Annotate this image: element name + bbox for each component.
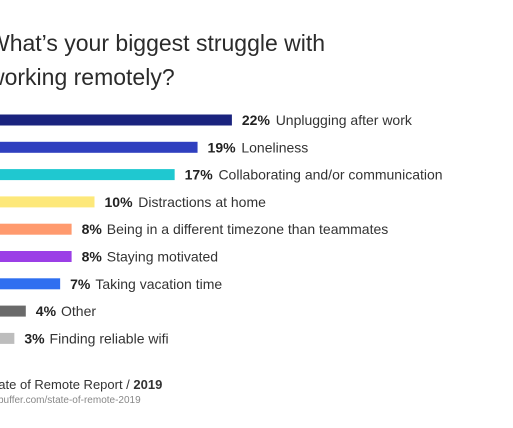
source-report: State of Remote Report / 2019 xyxy=(0,377,162,392)
bar-4 xyxy=(0,196,95,208)
value-label-2: 19% xyxy=(208,139,237,155)
bar-3 xyxy=(0,169,175,181)
source-report-prefix: State of Remote Report / xyxy=(0,377,134,392)
value-label-4: 10% xyxy=(105,194,134,210)
value-label-3: 17% xyxy=(185,167,214,183)
bar-8 xyxy=(0,305,26,317)
category-label-3: Collaborating and/or communication xyxy=(218,167,442,183)
category-label-8: Other xyxy=(61,303,96,319)
category-label-9: Finding reliable wifi xyxy=(50,330,169,346)
category-label-1: Unplugging after work xyxy=(276,112,413,128)
value-label-8: 4% xyxy=(36,303,57,319)
source-report-year: 2019 xyxy=(133,377,163,392)
bar-2 xyxy=(0,141,198,153)
bar-1 xyxy=(0,114,232,126)
bar-6 xyxy=(0,251,72,262)
value-label-9: 3% xyxy=(24,330,45,346)
value-label-7: 7% xyxy=(70,276,91,292)
category-label-2: Loneliness xyxy=(241,139,308,155)
category-label-5: Being in a different timezone than teamm… xyxy=(107,221,388,237)
value-label-6: 8% xyxy=(82,249,103,265)
value-label-1: 22% xyxy=(242,112,271,128)
category-label-4: Distractions at home xyxy=(138,194,266,210)
category-label-7: Taking vacation time xyxy=(95,276,222,292)
bar-5 xyxy=(0,223,72,235)
source-url: buffer.com/state-of-remote-2019 xyxy=(0,395,141,406)
chart-title-line-2: working remotely? xyxy=(0,64,175,90)
bar-9 xyxy=(0,332,15,344)
bar-7 xyxy=(0,278,61,290)
value-label-5: 8% xyxy=(82,221,103,237)
chart-title: What’s your biggest struggle with workin… xyxy=(0,26,325,94)
category-label-6: Staying motivated xyxy=(107,249,218,265)
chart-title-line-1: What’s your biggest struggle with xyxy=(0,30,326,56)
